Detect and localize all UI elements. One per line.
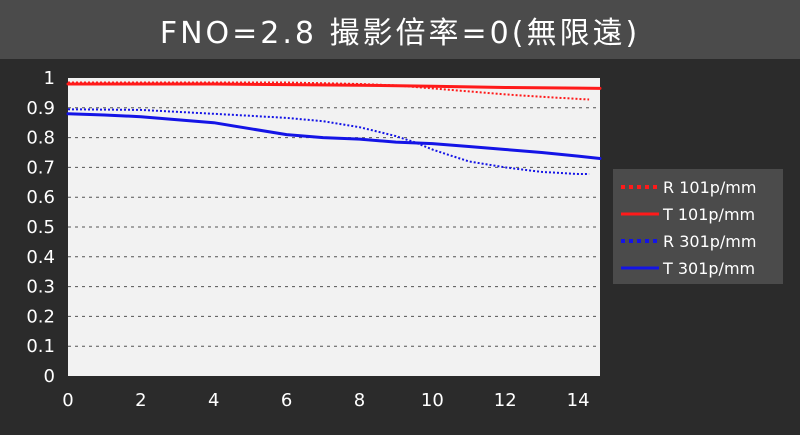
y-tick-label: 0.4 xyxy=(26,247,55,268)
x-tick-label: 6 xyxy=(281,390,292,411)
series-line-2 xyxy=(66,82,602,90)
series-lines xyxy=(66,81,602,175)
x-tick-label: 2 xyxy=(135,390,146,411)
x-tick-label: 10 xyxy=(421,390,444,411)
legend-label: R 101p/mm xyxy=(663,178,756,197)
legend-label: R 301p/mm xyxy=(663,232,756,251)
y-tick-label: 0 xyxy=(44,366,55,387)
grid-lines xyxy=(68,107,600,347)
legend-label: T 301p/mm xyxy=(662,259,755,278)
y-tick-label: 0.2 xyxy=(26,306,55,327)
y-axis-ticks: 0 0.1 0.2 0.3 0.4 0.5 0.6 0.7 0.8 0.9 1 xyxy=(26,68,55,387)
title-bar: FNO=2.8 撮影倍率=0(無限遠) xyxy=(0,0,800,59)
x-tick-label: 0 xyxy=(62,390,73,411)
x-tick-label: 8 xyxy=(354,390,365,411)
series-line-3 xyxy=(67,108,590,175)
legend: R 101p/mm T 101p/mm R 301p/mm T 301p/mm xyxy=(613,169,783,284)
x-axis-ticks: 0 2 4 6 8 10 12 14 xyxy=(62,390,589,411)
y-tick-label: 0.1 xyxy=(26,336,55,357)
x-tick-label: 4 xyxy=(208,390,219,411)
x-tick-label: 12 xyxy=(494,390,517,411)
y-tick-label: 0.9 xyxy=(26,98,55,119)
chart-title: FNO=2.8 撮影倍率=0(無限遠) xyxy=(159,15,641,51)
series-line-4 xyxy=(66,112,602,160)
y-tick-label: 0.7 xyxy=(26,157,55,178)
y-tick-label: 1 xyxy=(44,68,55,89)
y-tick-label: 0.8 xyxy=(26,128,55,149)
y-tick-label: 0.5 xyxy=(26,217,55,238)
x-tick-label: 14 xyxy=(567,390,590,411)
y-tick-label: 0.6 xyxy=(26,187,55,208)
y-tick-label: 0.3 xyxy=(26,277,55,298)
legend-box xyxy=(613,169,783,284)
legend-label: T 101p/mm xyxy=(662,205,755,224)
mtf-chart: 0 0.1 0.2 0.3 0.4 0.5 0.6 0.7 0.8 0.9 1 0 2 4 6 8 10 12 1… xyxy=(26,68,783,411)
